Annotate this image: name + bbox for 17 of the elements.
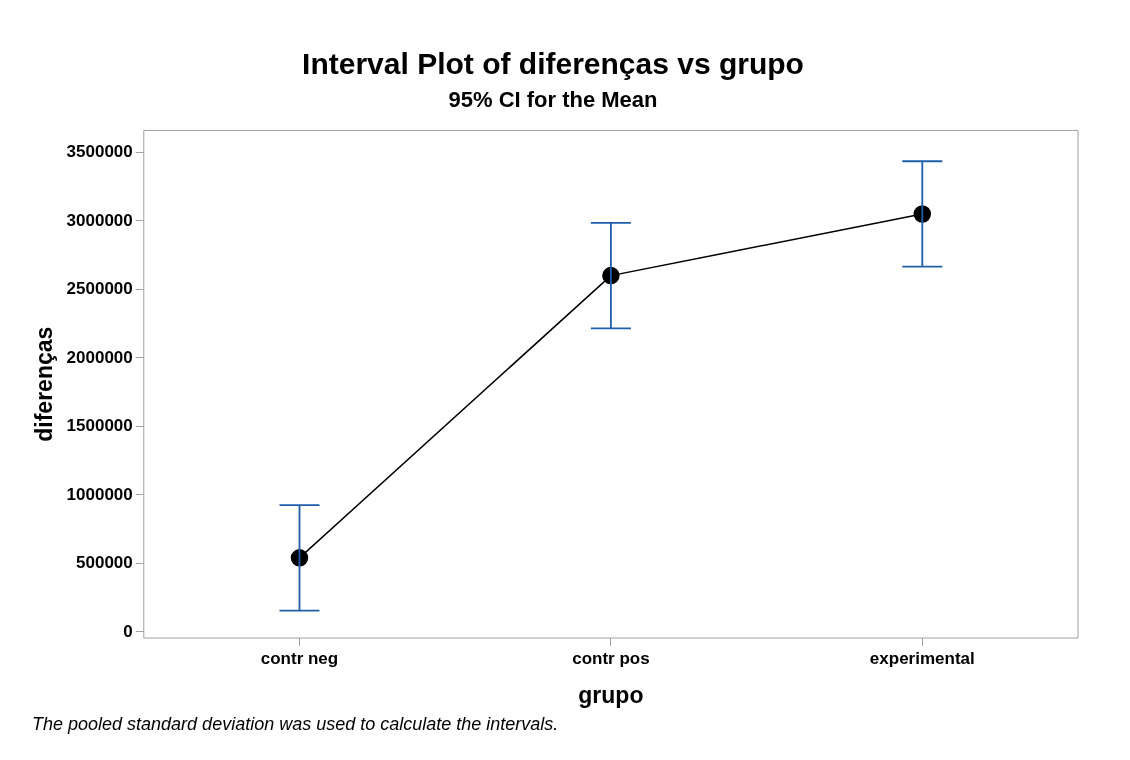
y-tick-label: 1500000 [66,416,133,436]
x-tick-label: experimental [869,648,975,668]
x-tick-label: contr pos [572,648,650,668]
y-tick-label: 3000000 [66,210,133,230]
y-tick-label: 1000000 [66,484,133,504]
chart-title: Interval Plot of diferenças vs grupo [302,47,804,81]
text: The pooled standard deviation was used to calculate the intervals. [32,714,560,735]
y-tick-label: 500000 [76,553,133,573]
y-tick-label: 2000000 [66,347,133,367]
y-tick-label: 3500000 [66,142,133,162]
y-tick-label: 2500000 [66,279,133,299]
x-tick-label: contr neg [260,648,339,668]
x-axis-title: grupo [578,681,644,708]
point [290,549,309,567]
chart-subtitle: 95% CI for the Mean [448,87,658,113]
y-tick-label: 0 [123,621,133,641]
y-axis-title: diferenças [31,326,58,442]
